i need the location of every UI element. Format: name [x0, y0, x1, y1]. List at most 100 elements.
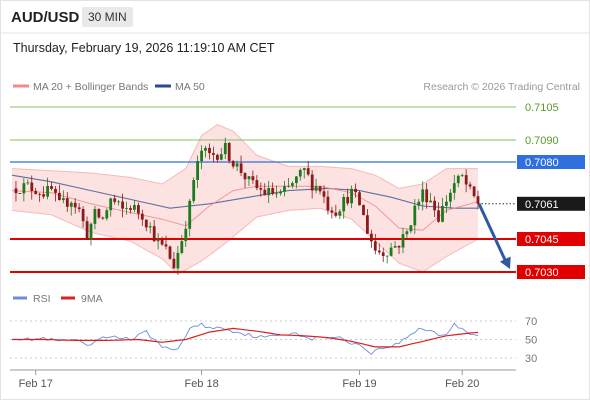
candle [54, 185, 57, 202]
candle-body [464, 175, 468, 185]
candle-body [188, 200, 192, 229]
candle [413, 198, 417, 235]
candle [105, 208, 109, 221]
candle-body [144, 219, 148, 228]
candle-body [456, 175, 460, 184]
candle [73, 198, 77, 214]
candle-body [125, 208, 128, 209]
candle-body [129, 208, 132, 210]
candle-body [30, 182, 34, 191]
candle-body [409, 225, 413, 232]
research-credit: Research © 2026 Trading Central [423, 81, 580, 93]
candle [89, 222, 93, 246]
candle-body [358, 192, 361, 206]
candle-body [279, 191, 282, 194]
rsi-legend-label: RSI [33, 293, 51, 305]
candle [42, 186, 45, 199]
candle-body [283, 186, 286, 192]
candle [251, 170, 255, 184]
candle [65, 192, 69, 212]
projection-arrow [477, 203, 511, 269]
candle [14, 181, 18, 202]
candle-body [231, 160, 235, 167]
candle [401, 227, 405, 253]
x-tick-label: Feb 19 [342, 378, 376, 390]
candle [287, 177, 290, 188]
candle [421, 181, 425, 211]
price-tag-0-7080-label: 0.7080 [525, 157, 559, 169]
candle [129, 205, 132, 214]
candle [354, 183, 357, 198]
candle [409, 224, 413, 234]
candle-body [441, 205, 444, 222]
candle-body [346, 197, 350, 204]
candle-body [373, 241, 377, 251]
candle [243, 172, 247, 188]
candle-body [342, 197, 346, 212]
candle-body [429, 200, 432, 203]
candle [358, 190, 361, 206]
candle-body [73, 202, 77, 208]
price-tag-0-7045-label: 0.7045 [525, 234, 559, 246]
ma20-legend-label: MA 20 + Bollinger Bands [33, 81, 148, 93]
candle-body [192, 180, 196, 201]
candle [433, 196, 436, 218]
candle [476, 190, 480, 210]
candle [318, 185, 322, 195]
candle-body [34, 190, 38, 195]
candle [362, 204, 365, 216]
candle [397, 245, 401, 255]
candle-body [437, 210, 440, 222]
candle-body [377, 250, 381, 253]
candle-body [460, 175, 464, 176]
candle-body [77, 207, 81, 209]
timeframe-badge[interactable]: 30 MIN [82, 7, 133, 27]
candle [322, 185, 326, 204]
candle [393, 240, 397, 248]
candle [200, 145, 203, 170]
candle-body [42, 194, 45, 197]
x-tick-label: Feb 17 [19, 378, 53, 390]
candle [188, 198, 192, 237]
candle [239, 155, 243, 177]
candle-body [271, 188, 275, 194]
candle-body [243, 173, 247, 180]
candle [330, 206, 334, 219]
candle [117, 199, 120, 206]
x-tick-label: Feb 20 [445, 378, 479, 390]
key-levels [10, 106, 516, 273]
candle [425, 183, 429, 209]
candle [101, 216, 105, 220]
candle-body [330, 210, 334, 213]
candle [306, 161, 310, 177]
price-tag-0-7090-label: 0.7090 [525, 135, 559, 147]
candle-body [291, 183, 294, 186]
candle-body [46, 186, 49, 197]
candle-body [389, 247, 393, 256]
candle-body [350, 188, 353, 204]
candle [62, 190, 65, 204]
candle-body [109, 198, 113, 211]
candle-body [381, 252, 385, 256]
candle-body [164, 244, 168, 247]
candle [295, 175, 298, 189]
candle [283, 180, 286, 197]
candle-body [267, 188, 271, 196]
candle-body [433, 200, 436, 211]
candle-body [445, 201, 448, 206]
candle-body [160, 239, 164, 245]
candle [144, 219, 148, 232]
candle [377, 243, 381, 255]
candle [227, 141, 231, 164]
price-tag-0-7080-bg [517, 155, 585, 169]
candle [204, 145, 207, 158]
candle [152, 220, 156, 242]
candle [385, 255, 389, 264]
candle-body [89, 223, 93, 240]
candle-body [22, 183, 26, 194]
candle-body [184, 228, 188, 242]
price-tag-0-7061-bg [517, 196, 585, 211]
chart-header: AUD/USD 30 MIN [0, 0, 590, 34]
candle-body [140, 213, 144, 220]
